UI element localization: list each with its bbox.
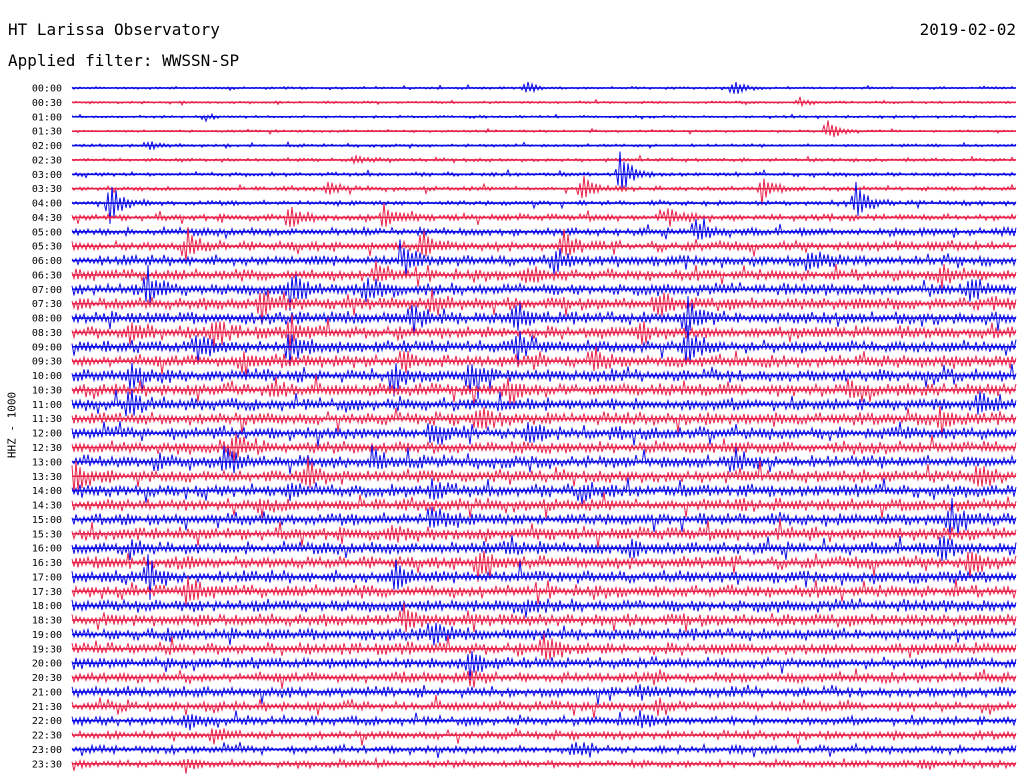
- trace-0800: [71, 296, 1017, 336]
- time-label-2300: 23:00: [32, 745, 62, 756]
- time-label-2200: 22:00: [32, 716, 62, 727]
- time-label-2000: 20:00: [32, 659, 62, 670]
- trace-1200: [71, 421, 1017, 447]
- trace-0900: [71, 324, 1017, 367]
- time-label-0230: 02:30: [32, 155, 62, 166]
- time-label-0830: 08:30: [32, 328, 62, 339]
- time-label-0700: 07:00: [32, 285, 62, 296]
- time-label-0530: 05:30: [32, 242, 62, 253]
- trace-2030: [71, 668, 1017, 689]
- time-label-0630: 06:30: [32, 270, 62, 281]
- time-label-1930: 19:30: [32, 644, 62, 655]
- trace-1830: [71, 602, 1017, 633]
- time-label-2230: 22:30: [32, 731, 62, 742]
- trace-0630: [71, 260, 1017, 289]
- time-label-1400: 14:00: [32, 486, 62, 497]
- time-label-0900: 09:00: [32, 342, 62, 353]
- trace-1800: [71, 598, 1017, 618]
- time-label-1000: 10:00: [32, 371, 62, 382]
- trace-1030: [71, 374, 1017, 406]
- time-label-0200: 02:00: [32, 141, 62, 152]
- time-label-1700: 17:00: [32, 572, 62, 583]
- trace-0030: [71, 96, 1017, 108]
- time-label-0330: 03:30: [32, 184, 62, 195]
- time-label-0000: 00:00: [32, 84, 62, 95]
- time-label-0030: 00:30: [32, 98, 62, 109]
- trace-1930: [71, 633, 1017, 661]
- time-label-0300: 03:00: [32, 170, 62, 181]
- trace-0500: [71, 217, 1017, 240]
- trace-0300: [71, 151, 1017, 191]
- time-label-0800: 08:00: [32, 314, 62, 325]
- trace-1900: [71, 622, 1017, 646]
- time-label-0600: 06:00: [32, 256, 62, 267]
- time-label-1200: 12:00: [32, 429, 62, 440]
- time-label-1030: 10:30: [32, 385, 62, 396]
- filter-label: Applied filter: WWSSN-SP: [8, 51, 240, 70]
- time-label-1730: 17:30: [32, 587, 62, 598]
- trace-0130: [71, 120, 1017, 138]
- time-label-1500: 15:00: [32, 515, 62, 526]
- time-label-0930: 09:30: [32, 357, 62, 368]
- time-label-2100: 21:00: [32, 687, 62, 698]
- trace-1700: [71, 554, 1017, 600]
- time-label-1800: 18:00: [32, 601, 62, 612]
- observatory-title: HT Larissa Observatory: [8, 20, 220, 39]
- time-label-0730: 07:30: [32, 299, 62, 310]
- time-label-1100: 11:00: [32, 400, 62, 411]
- time-label-0100: 01:00: [32, 112, 62, 123]
- trace-2200: [71, 709, 1017, 731]
- time-label-0400: 04:00: [32, 199, 62, 210]
- time-label-0430: 04:30: [32, 213, 62, 224]
- trace-2230: [71, 727, 1017, 746]
- time-label-1600: 16:00: [32, 544, 62, 555]
- time-label-2330: 23:30: [32, 759, 62, 770]
- time-label-1230: 12:30: [32, 443, 62, 454]
- time-label-0130: 01:30: [32, 127, 62, 138]
- trace-2330: [71, 756, 1017, 774]
- time-label-2030: 20:30: [32, 673, 62, 684]
- date-label: 2019-02-02: [919, 20, 1016, 39]
- time-label-1430: 14:30: [32, 501, 62, 512]
- time-label-2130: 21:30: [32, 702, 62, 713]
- time-label-1330: 13:30: [32, 472, 62, 483]
- time-label-1300: 13:00: [32, 457, 62, 468]
- trace-0100: [71, 112, 1017, 123]
- time-label-0500: 05:00: [32, 227, 62, 238]
- time-label-1630: 16:30: [32, 558, 62, 569]
- time-label-1830: 18:30: [32, 616, 62, 627]
- time-label-1130: 11:30: [32, 414, 62, 425]
- trace-2100: [71, 684, 1017, 705]
- trace-0830: [71, 314, 1017, 351]
- time-label-1900: 19:00: [32, 630, 62, 641]
- time-label-1530: 15:30: [32, 529, 62, 540]
